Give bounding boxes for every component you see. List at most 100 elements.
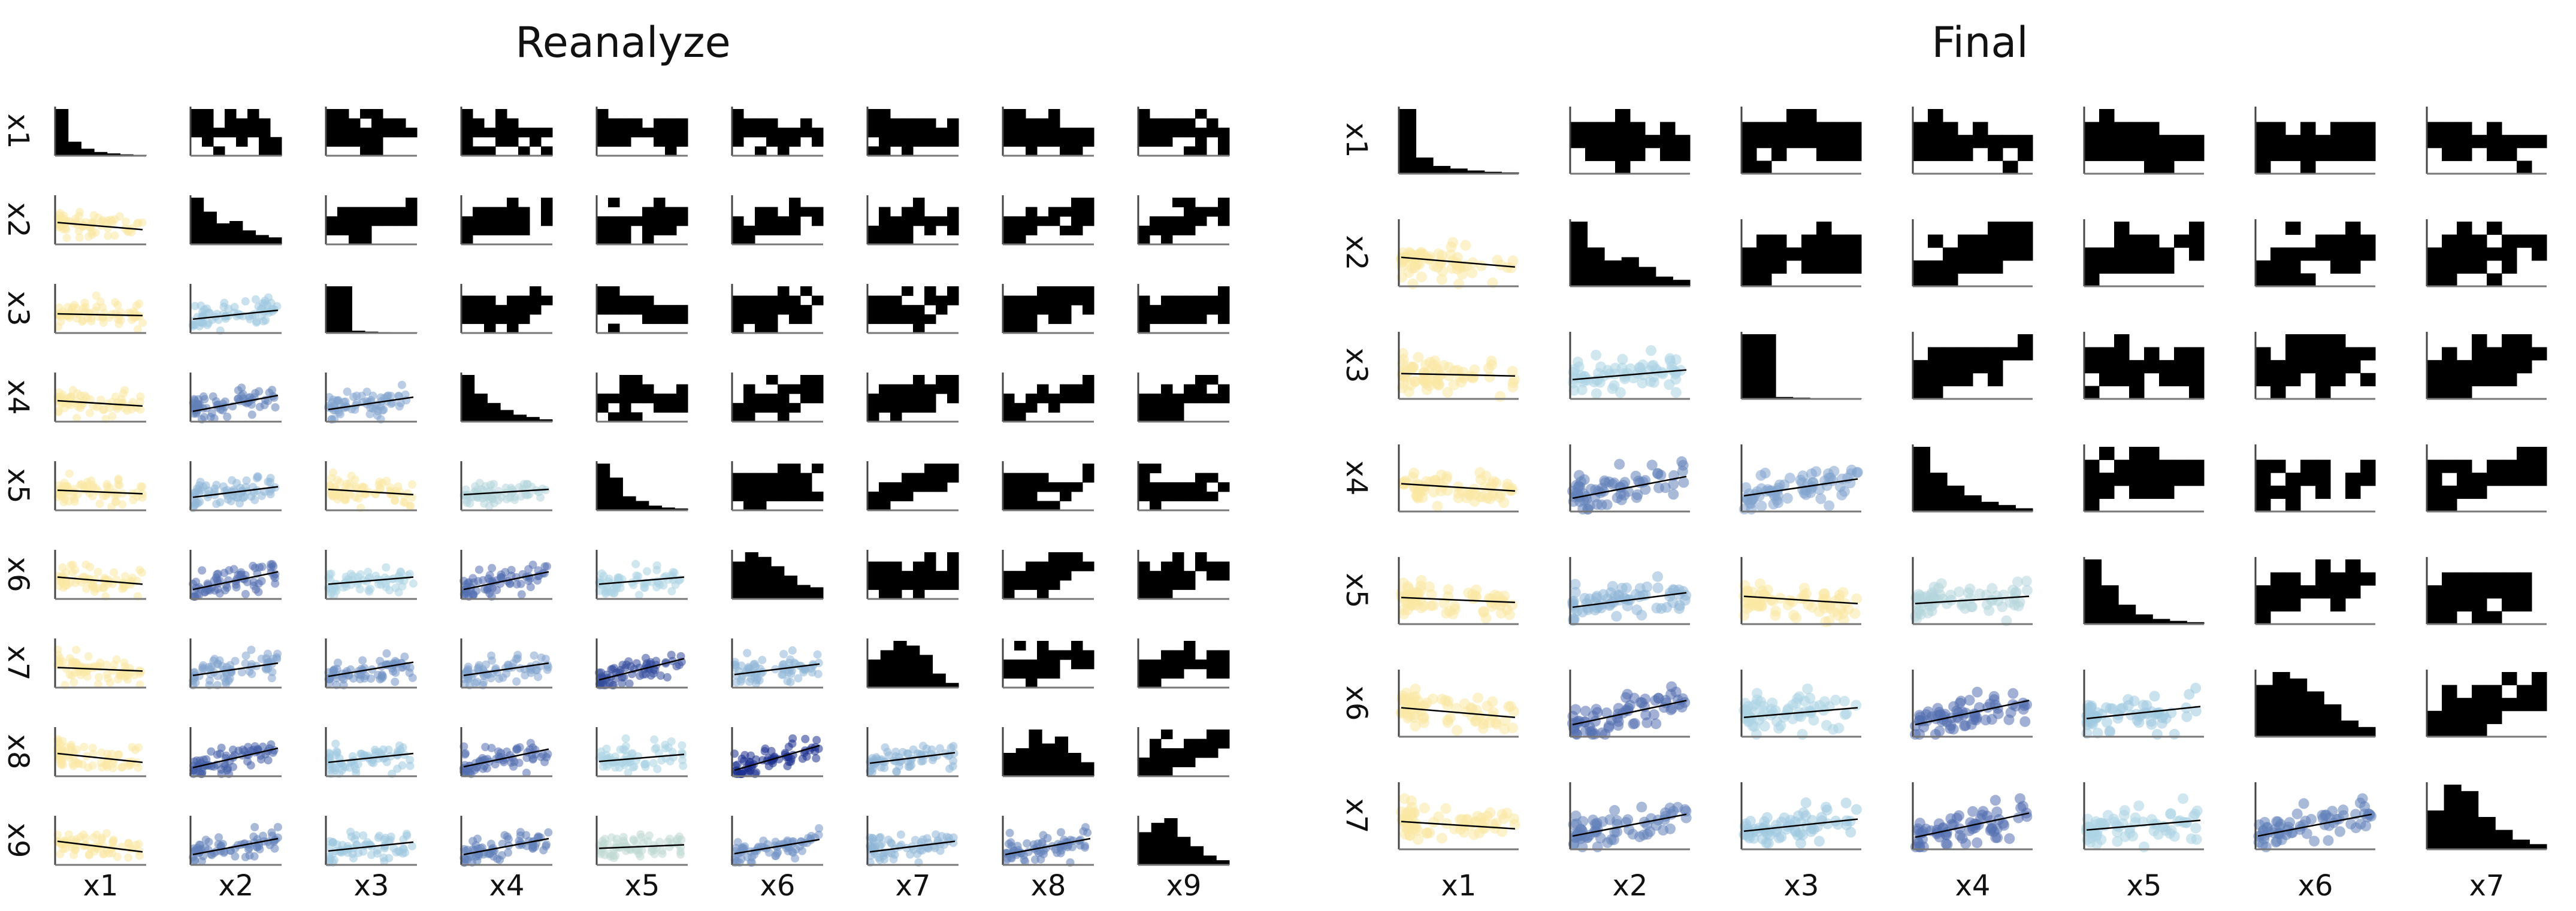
scatter-point bbox=[191, 855, 199, 864]
hist2d-cell bbox=[541, 198, 553, 208]
scatter-point bbox=[619, 673, 628, 682]
hist2d-cell bbox=[879, 216, 891, 226]
hist2d-cell bbox=[495, 305, 507, 315]
hist2d-cell bbox=[2114, 360, 2130, 374]
hist2d-cell bbox=[1014, 109, 1026, 119]
scatter-point bbox=[373, 575, 382, 584]
scatter-point bbox=[615, 763, 624, 772]
scatter-point bbox=[346, 570, 355, 579]
hist2d-cell bbox=[1048, 659, 1060, 670]
hist2d-cell bbox=[461, 146, 473, 156]
hist-bar bbox=[242, 230, 256, 244]
hist2d-cell bbox=[789, 482, 801, 492]
scatter-point bbox=[497, 749, 506, 758]
hist2d-cell bbox=[936, 464, 948, 474]
scatter-point bbox=[1739, 504, 1750, 514]
hist2d-cell bbox=[2330, 234, 2346, 248]
hist2d-cell bbox=[890, 118, 902, 128]
panel-x1-x4 bbox=[460, 107, 553, 157]
scatter-point bbox=[397, 663, 406, 672]
hist2d-cell bbox=[1060, 305, 1072, 315]
hist2d-cell bbox=[732, 109, 744, 119]
panel-x7-x4 bbox=[460, 638, 552, 689]
hist2d-cell bbox=[800, 375, 812, 385]
hist2d-cell bbox=[1207, 491, 1219, 501]
scatter-point bbox=[1664, 353, 1676, 364]
hist2d-cell bbox=[1207, 305, 1219, 315]
hist2d-cell bbox=[2487, 572, 2502, 586]
scatter-point bbox=[1631, 604, 1643, 616]
hist2d-cell bbox=[1150, 501, 1162, 511]
hist2d-cell bbox=[1037, 118, 1049, 128]
hist2d-cell bbox=[1060, 295, 1072, 305]
hist2d-cell bbox=[1172, 216, 1184, 226]
hist2d-cell bbox=[1161, 394, 1173, 404]
hist2d-cell bbox=[654, 402, 666, 413]
scatter-point bbox=[813, 650, 822, 659]
scatter-point bbox=[460, 591, 469, 600]
hist2d-cell bbox=[484, 146, 496, 156]
hist-bar bbox=[932, 673, 946, 688]
panel-x4-x4 bbox=[1912, 444, 2033, 513]
scatter-point bbox=[1926, 606, 1937, 617]
hist2d-cell bbox=[1026, 571, 1038, 581]
hist-bar bbox=[732, 561, 746, 599]
hist2d-cell bbox=[1615, 109, 1631, 123]
hist2d-cell bbox=[642, 225, 654, 235]
hist2d-cell bbox=[1060, 384, 1072, 394]
hist2d-cell bbox=[755, 402, 767, 413]
scatter-point bbox=[473, 664, 482, 673]
hist2d-cell bbox=[1138, 402, 1150, 413]
hist2d-cell bbox=[913, 198, 925, 208]
regression-line bbox=[192, 747, 279, 768]
hist2d-cell bbox=[383, 128, 395, 138]
hist2d-cell bbox=[1014, 295, 1026, 305]
hist-bar bbox=[893, 641, 907, 688]
hist-bar bbox=[1998, 505, 2016, 512]
scatter-point bbox=[1453, 488, 1464, 499]
scatter-point bbox=[1756, 500, 1767, 512]
hist2d-cell bbox=[879, 305, 891, 315]
hist2d-cell bbox=[1218, 128, 1230, 138]
hist2d-cell bbox=[1161, 650, 1173, 660]
hist2d-cell bbox=[1138, 561, 1150, 571]
hist2d-cell bbox=[1184, 491, 1196, 501]
panel-x6-x9 bbox=[1137, 550, 1230, 600]
hist2d-cell bbox=[2472, 373, 2487, 386]
hist2d-cell bbox=[337, 128, 349, 138]
hist2d-cell bbox=[665, 216, 677, 226]
hist2d-cell bbox=[2270, 147, 2286, 161]
hist-bar bbox=[880, 650, 894, 688]
hist2d-cell bbox=[619, 118, 631, 128]
hist2d-cell bbox=[2189, 373, 2205, 386]
scatter-point bbox=[61, 581, 69, 590]
hist2d-cell bbox=[924, 216, 936, 226]
panel-x1-x4 bbox=[1912, 107, 2033, 175]
hist2d-cell bbox=[2487, 360, 2502, 374]
hist2d-cell bbox=[383, 207, 395, 217]
scatter-point bbox=[889, 855, 898, 864]
panel-x9-x3 bbox=[324, 816, 417, 867]
hist-bar bbox=[945, 683, 959, 688]
scatter-point bbox=[1428, 600, 1439, 611]
hist2d-cell bbox=[631, 216, 643, 226]
hist2d-cell bbox=[406, 207, 418, 217]
hist-bar bbox=[1029, 730, 1042, 776]
hist2d-cell bbox=[2129, 386, 2145, 399]
hist2d-cell bbox=[2345, 247, 2361, 261]
hist2d-cell bbox=[2003, 234, 2018, 248]
hist2d-cell bbox=[1615, 122, 1631, 135]
hist2d-cell bbox=[1172, 225, 1184, 235]
hist2d-cell bbox=[1003, 501, 1015, 511]
scatter-point bbox=[465, 499, 474, 508]
hist2d-cell bbox=[924, 561, 936, 571]
hist2d-cell bbox=[394, 118, 406, 128]
hist2d-cell bbox=[1207, 748, 1219, 758]
regression-line bbox=[463, 571, 549, 591]
hist2d-cell bbox=[1048, 580, 1060, 590]
scatter-point bbox=[330, 856, 339, 865]
hist2d-cell bbox=[890, 314, 902, 324]
hist2d-cell bbox=[2084, 360, 2100, 374]
hist-bar bbox=[1570, 222, 1588, 286]
hist-bar bbox=[867, 659, 881, 688]
